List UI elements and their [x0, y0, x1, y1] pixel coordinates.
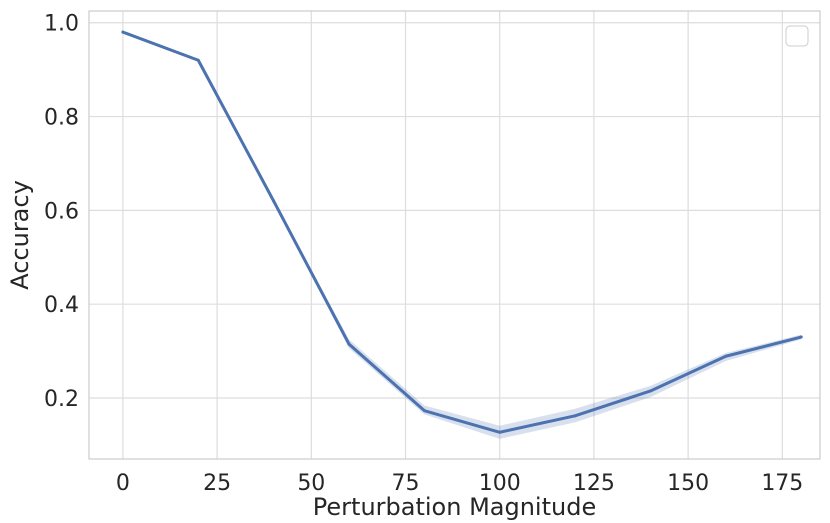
data-point — [724, 355, 727, 358]
data-point — [197, 59, 200, 62]
y-tick-label: 0.2 — [44, 387, 79, 412]
data-point — [423, 409, 426, 412]
y-axis-title: Accuracy — [6, 180, 34, 290]
x-tick-label: 150 — [667, 471, 709, 496]
data-point — [121, 31, 124, 34]
data-point — [649, 389, 652, 392]
x-axis-title: Perturbation Magnitude — [313, 493, 596, 521]
y-tick-label: 0.8 — [44, 106, 79, 131]
y-tick-label: 1.0 — [44, 12, 79, 37]
x-tick-label: 175 — [761, 471, 803, 496]
data-point — [498, 431, 501, 434]
y-tick-label: 0.4 — [44, 293, 79, 318]
data-point — [272, 199, 275, 202]
x-tick-label: 25 — [203, 471, 231, 496]
data-point — [800, 336, 803, 339]
data-point — [574, 414, 577, 417]
x-tick-label: 0 — [116, 471, 130, 496]
data-point — [347, 343, 350, 346]
y-tick-label: 0.6 — [44, 199, 79, 224]
legend-box — [786, 26, 808, 46]
